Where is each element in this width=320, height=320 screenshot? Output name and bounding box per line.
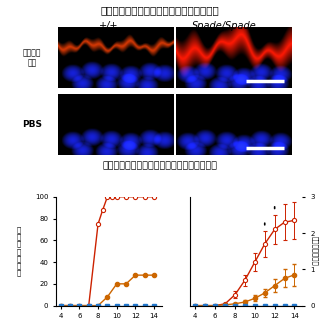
Text: PBS: PBS — [22, 120, 42, 129]
Text: +/+: +/+ — [99, 21, 118, 31]
Text: 耳の臨床スコア: 耳の臨床スコア — [312, 236, 318, 266]
Text: 皮
膚
炎
発
症
頻
度: 皮 膚 炎 発 症 頻 度 — [17, 227, 21, 276]
Text: 皮膚炎発症前からのワセリン塗布で発症予防: 皮膚炎発症前からのワセリン塗布で発症予防 — [102, 162, 218, 171]
Text: ビオチン
塗布: ビオチン 塗布 — [23, 48, 41, 67]
Text: Spade/Spade: Spade/Spade — [192, 21, 256, 31]
Text: 皮膚炎発症前から皮膚バリアが壊れている: 皮膚炎発症前から皮膚バリアが壊れている — [100, 5, 220, 15]
